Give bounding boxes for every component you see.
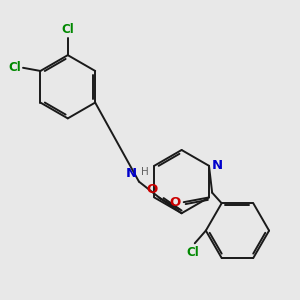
Text: Cl: Cl: [9, 61, 21, 74]
Text: H: H: [142, 167, 149, 177]
Text: N: N: [126, 167, 137, 180]
Text: Cl: Cl: [187, 246, 200, 260]
Text: N: N: [212, 159, 223, 172]
Text: O: O: [147, 183, 158, 196]
Text: Cl: Cl: [61, 23, 74, 36]
Text: O: O: [169, 196, 181, 209]
